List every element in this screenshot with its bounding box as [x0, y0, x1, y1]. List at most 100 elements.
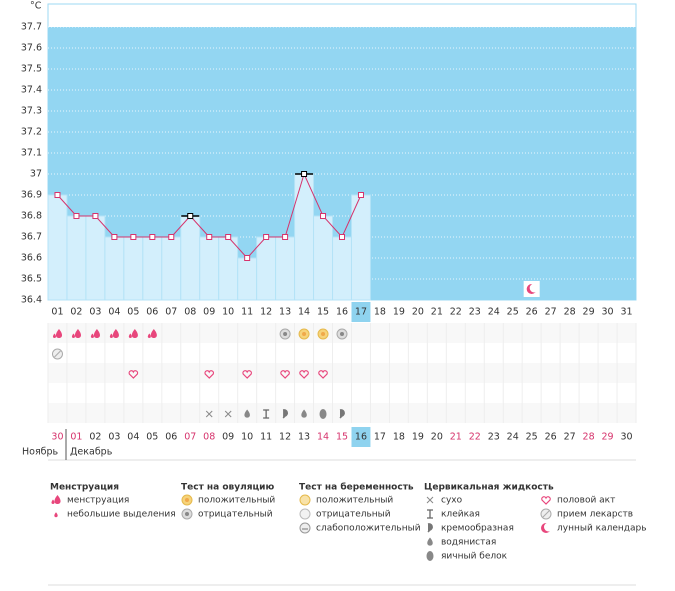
temp-point: [130, 234, 137, 240]
x-tick-label: 21: [431, 307, 443, 318]
temp-point: [339, 234, 345, 240]
dry-icon: [205, 410, 213, 418]
temp-bar: [47, 194, 68, 301]
cycle-date: 24: [507, 432, 519, 443]
heart-icon: [204, 370, 215, 379]
sticky-icon: [263, 409, 270, 419]
temp-point: [244, 255, 251, 261]
temp-point: [168, 234, 175, 240]
x-tick-label: 31: [620, 307, 632, 318]
cycle-date: 30: [51, 432, 63, 443]
y-tick-label: 36.7: [21, 232, 42, 243]
drop-icon: [244, 409, 250, 418]
cycle-date: 08: [203, 432, 215, 443]
legend-item: положительный: [198, 496, 275, 506]
egg-icon: [426, 551, 434, 561]
row-bg: [48, 383, 636, 403]
row-bg: [48, 343, 636, 363]
drop-icon: [131, 329, 138, 338]
x-tick-label: 27: [545, 307, 557, 318]
legend-title: Тест на беременность: [299, 482, 414, 493]
heart-icon: [318, 370, 328, 379]
y-tick-label: 37: [30, 169, 42, 180]
drop-icon: [51, 499, 55, 504]
legend-title: Цервикальная жидкость: [424, 483, 554, 493]
x-tick-label: 05: [127, 307, 139, 318]
drop-icon: [93, 329, 100, 338]
x-tick-label: 09: [203, 307, 215, 318]
cycle-date: 03: [108, 432, 120, 443]
cycle-date: 13: [298, 432, 310, 443]
x-tick-label: 11: [241, 307, 253, 318]
legend-title: Менструация: [50, 483, 119, 493]
x-tick-label: 22: [450, 307, 462, 318]
x-tick-label: 14: [298, 307, 310, 318]
heart-icon: [541, 496, 551, 505]
y-tick-label: 37.7: [21, 22, 42, 33]
cycle-date: 10: [241, 432, 253, 443]
temp-bar: [104, 236, 125, 301]
test-neg-dot: [185, 512, 189, 516]
drop-icon: [52, 333, 57, 338]
test-ppos: [299, 494, 311, 506]
temp-bar: [275, 236, 296, 301]
pill-line: [542, 510, 550, 518]
legend-item: водянистая: [441, 538, 496, 548]
drop-icon: [55, 329, 63, 338]
temp-bar: [123, 236, 144, 301]
cycle-date: 25: [526, 432, 538, 443]
drop-icon: [147, 333, 151, 338]
temp-point: [357, 192, 364, 198]
heart-icon: [280, 370, 290, 379]
temp-point: [263, 234, 270, 240]
y-tick-label: 36.9: [21, 190, 42, 201]
legend-item: небольшие выделения: [67, 510, 176, 520]
cycle-date: 14: [317, 432, 329, 443]
y-tick-label: 37.6: [21, 43, 42, 54]
cycle-date: 02: [89, 432, 101, 443]
cream-icon: [427, 523, 433, 533]
cream-icon: [282, 409, 288, 419]
dry-icon: [224, 410, 232, 418]
moon-cut: [544, 522, 553, 532]
y-tick-label: 36.6: [21, 253, 42, 264]
y-tick-label: 37.1: [21, 148, 42, 159]
temp-bar: [256, 236, 277, 301]
temp-bar: [332, 236, 352, 301]
x-tick-label: 19: [393, 307, 405, 318]
legend-item: положительный: [316, 496, 393, 506]
temp-bar: [66, 215, 87, 301]
drop-icon: [427, 537, 433, 546]
x-tick-label: 13: [279, 307, 291, 318]
cream-icon: [339, 409, 345, 419]
y-tick-label: 37.4: [21, 85, 42, 96]
drop-icon: [128, 333, 132, 338]
drop-icon: [109, 333, 113, 338]
temp-point: [301, 171, 308, 177]
drop-icon: [150, 329, 157, 338]
x-tick-label: 15: [317, 307, 329, 318]
temp-bar: [237, 257, 258, 301]
cycle-date: 12: [279, 432, 291, 443]
y-tick-label: 36.8: [21, 211, 42, 222]
temp-point: [206, 234, 213, 240]
x-tick-label: 04: [108, 307, 120, 318]
sticky-icon: [427, 509, 433, 519]
test-neg-dot: [340, 332, 344, 336]
cycle-date: 07: [184, 432, 196, 443]
test-pos-dot: [302, 332, 307, 336]
cycle-date: 30: [620, 432, 632, 443]
pill-line: [54, 350, 61, 358]
month-label: Декабрь: [70, 447, 113, 458]
drop-icon: [112, 329, 119, 338]
temp-point: [320, 213, 327, 219]
today-bg: [351, 302, 371, 322]
dry-icon: [426, 496, 434, 504]
x-tick-label: 12: [260, 307, 272, 318]
drop-icon: [54, 495, 61, 504]
x-tick-label: 02: [70, 307, 82, 318]
y-tick-label: 37.5: [21, 64, 42, 75]
cycle-date: 06: [165, 432, 177, 443]
cycle-date: 16: [355, 432, 367, 443]
legend-item: отрицательный: [198, 510, 273, 520]
